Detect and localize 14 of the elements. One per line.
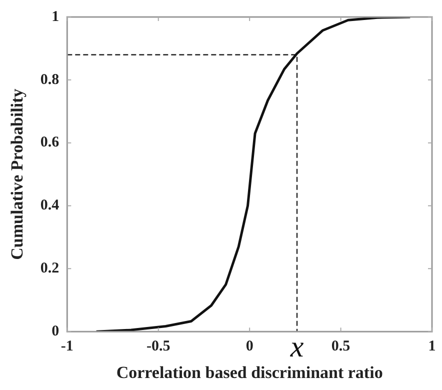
x-tick-label: 0.5 bbox=[331, 338, 350, 354]
y-tick-label: 0.4 bbox=[40, 198, 60, 214]
y-tick-label: 0.8 bbox=[40, 72, 60, 88]
x-tick-label: 1 bbox=[428, 338, 436, 354]
x-tick-label: -1 bbox=[60, 338, 74, 354]
y-tick-label: 1 bbox=[52, 8, 60, 25]
y-tick-label: 0 bbox=[52, 323, 60, 340]
x-tick-label: -0.5 bbox=[146, 338, 170, 354]
x-tick-label: 0 bbox=[246, 338, 254, 354]
y-tick-label: 0.2 bbox=[40, 260, 60, 277]
annotation: x bbox=[289, 330, 304, 364]
x-axis-title: Correlation based discriminant ratio bbox=[116, 363, 383, 382]
y-axis-title: Cumulative Probability bbox=[8, 88, 27, 260]
y-tick-label: 0.6 bbox=[40, 134, 60, 151]
